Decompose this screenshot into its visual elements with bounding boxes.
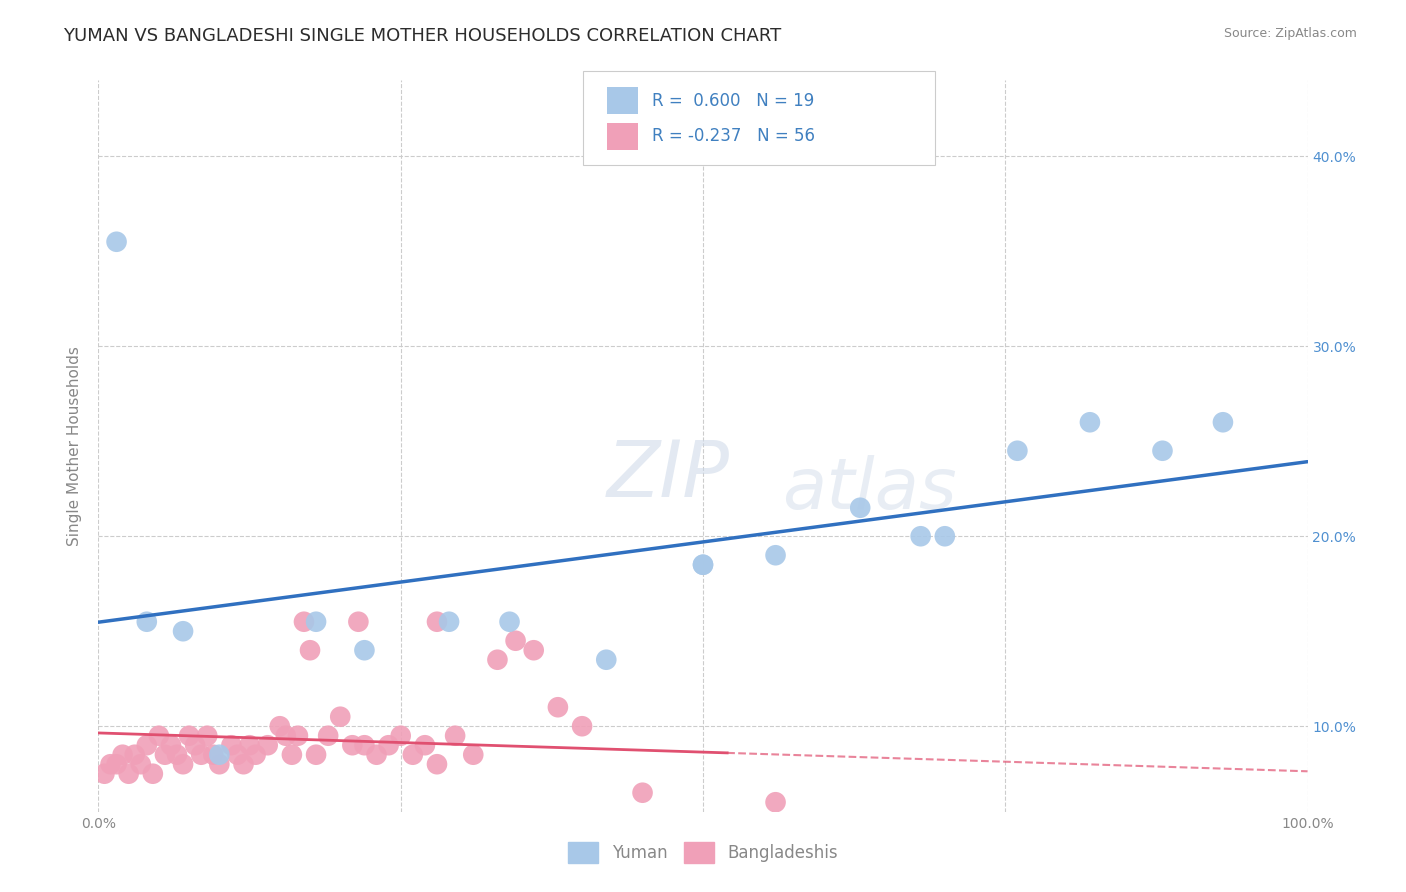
Text: ZIP: ZIP	[606, 437, 730, 513]
Point	[179, 729, 201, 743]
Point	[166, 747, 188, 762]
Point	[631, 786, 654, 800]
Text: Source: ZipAtlas.com: Source: ZipAtlas.com	[1223, 27, 1357, 40]
Point	[316, 729, 339, 743]
Point	[184, 738, 207, 752]
Point	[426, 757, 449, 772]
Point	[329, 710, 352, 724]
Point	[190, 747, 212, 762]
Point	[292, 615, 315, 629]
Point	[239, 738, 262, 752]
Point	[437, 615, 460, 629]
Point	[202, 747, 225, 762]
Point	[353, 738, 375, 752]
Point	[1115, 852, 1137, 866]
Point	[692, 558, 714, 572]
Point	[353, 643, 375, 657]
Point	[160, 738, 183, 752]
Point	[377, 738, 399, 752]
Point	[153, 747, 176, 762]
Point	[208, 747, 231, 762]
Point	[118, 766, 141, 780]
Point	[111, 747, 134, 762]
Point	[135, 615, 157, 629]
Point	[849, 500, 872, 515]
Point	[366, 747, 388, 762]
Point	[135, 738, 157, 752]
Point	[105, 757, 128, 772]
Point	[765, 548, 787, 562]
Point	[305, 615, 328, 629]
Point	[1152, 443, 1174, 458]
Point	[910, 833, 932, 847]
Point	[389, 729, 412, 743]
Point	[299, 643, 322, 657]
Point	[226, 747, 249, 762]
Point	[444, 729, 467, 743]
Point	[172, 757, 194, 772]
Point	[505, 633, 527, 648]
Point	[934, 529, 956, 543]
Text: atlas: atlas	[782, 456, 956, 524]
Point	[547, 700, 569, 714]
Point	[245, 747, 267, 762]
Point	[910, 529, 932, 543]
Point	[1212, 415, 1234, 429]
Point	[129, 757, 152, 772]
Point	[274, 729, 297, 743]
Point	[523, 643, 546, 657]
Point	[195, 729, 218, 743]
Text: YUMAN VS BANGLADESHI SINGLE MOTHER HOUSEHOLDS CORRELATION CHART: YUMAN VS BANGLADESHI SINGLE MOTHER HOUSE…	[63, 27, 782, 45]
Point	[486, 653, 509, 667]
Y-axis label: Single Mother Households: Single Mother Households	[67, 346, 83, 546]
Point	[692, 558, 714, 572]
Point	[498, 615, 520, 629]
Point	[100, 757, 122, 772]
Point	[1007, 443, 1029, 458]
Legend: Yuman, Bangladeshis: Yuman, Bangladeshis	[561, 836, 845, 869]
Point	[571, 719, 593, 733]
Point	[595, 653, 617, 667]
Point	[305, 747, 328, 762]
Point	[208, 757, 231, 772]
Text: R = -0.237   N = 56: R = -0.237 N = 56	[652, 128, 815, 145]
Point	[269, 719, 291, 733]
Point	[426, 615, 449, 629]
Point	[172, 624, 194, 639]
Point	[105, 235, 128, 249]
Point	[463, 747, 485, 762]
Point	[1078, 415, 1101, 429]
Point	[413, 738, 436, 752]
Point	[93, 766, 115, 780]
Point	[232, 757, 254, 772]
Point	[148, 729, 170, 743]
Point	[124, 747, 146, 762]
Point	[402, 747, 425, 762]
Point	[765, 795, 787, 809]
Point	[347, 615, 370, 629]
Text: R =  0.600   N = 19: R = 0.600 N = 19	[652, 92, 814, 110]
Point	[256, 738, 278, 752]
Point	[342, 738, 364, 752]
Point	[142, 766, 165, 780]
Point	[287, 729, 309, 743]
Point	[281, 747, 304, 762]
Point	[221, 738, 243, 752]
